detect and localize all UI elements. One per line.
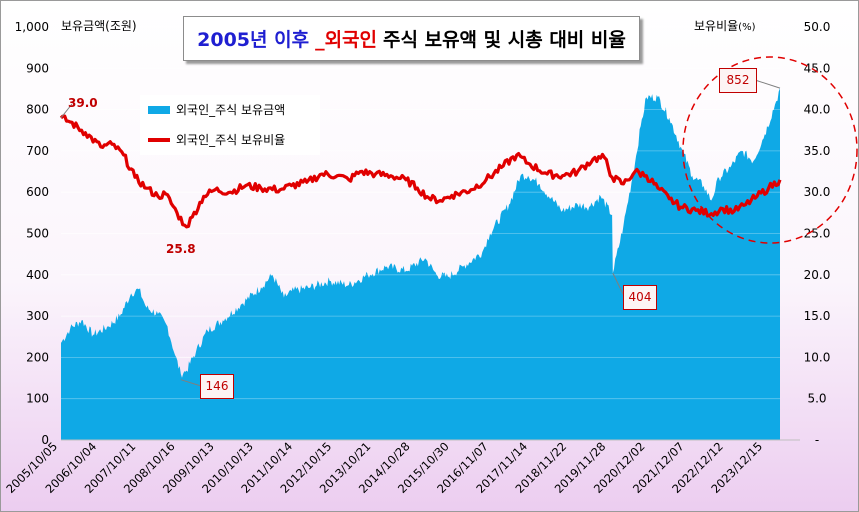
right-tick-label: 25.0: [804, 227, 831, 241]
left-tick-label: 1,000: [15, 20, 49, 34]
legend-label-ratio: 외국인_주식 보유비율: [176, 133, 286, 147]
chart-title: 2005년 이후 _외국인 주식 보유액 및 시총 대비 비율: [183, 16, 640, 61]
right-tick-label: 5.0: [807, 392, 826, 406]
right-axis-label: 보유비율(%): [694, 19, 756, 33]
left-tick-label: 200: [26, 350, 49, 364]
data-label-146: 146: [200, 374, 234, 399]
right-tick-label: 20.0: [804, 268, 831, 282]
left-tick-label: 900: [26, 61, 49, 75]
right-tick-label: 10.0: [804, 350, 831, 364]
right-axis-ticks: - 5.0 10.0 15.0 20.0 25.0 30.0 35.0 40.0 45.0 50.0: [804, 20, 831, 447]
right-tick-label: 30.0: [804, 185, 831, 199]
title-part-2: _외국인: [315, 29, 378, 51]
callout-leaders: [60, 79, 781, 387]
legend-swatch-amount: [148, 105, 170, 114]
right-tick-label: 15.0: [804, 309, 831, 323]
title-part-1: 2005년 이후: [197, 29, 310, 51]
leader-line: [754, 79, 781, 89]
legend-label-amount: 외국인_주식 보유금액: [176, 103, 286, 117]
holding-ratio-line: [59, 114, 782, 229]
left-axis-label: 보유금액(조원): [61, 19, 137, 33]
left-axis-ticks: 0 100 200 300 400 500 600 700 800 900 1,000: [15, 20, 49, 447]
leader-line: [60, 103, 73, 119]
left-tick-label: 0: [41, 433, 49, 447]
right-tick-label: -: [815, 433, 819, 447]
legend: 외국인_주식 보유금액 외국인_주식 보유비율: [140, 95, 320, 155]
right-tick-label: 40.0: [804, 103, 831, 117]
x-axis-ticks: 2005/10/052006/10/042007/10/112008/10/16…: [3, 439, 765, 496]
left-tick-label: 100: [26, 392, 49, 406]
data-label-852: 852: [719, 68, 757, 93]
left-tick-label: 400: [26, 268, 49, 282]
data-label-39: 39.0: [68, 96, 98, 110]
left-tick-label: 700: [26, 144, 49, 158]
legend-swatch-ratio: [148, 137, 170, 142]
data-label-404: 404: [623, 285, 657, 310]
left-tick-label: 800: [26, 103, 49, 117]
legend-item-ratio: 외국인_주식 보유비율: [148, 131, 285, 148]
left-tick-label: 300: [26, 309, 49, 323]
holding-amount-area: [61, 88, 780, 440]
data-label-25-8: 25.8: [166, 242, 196, 256]
title-part-3: 주식 보유액 및 시총 대비 비율: [383, 29, 626, 51]
left-tick-label: 600: [26, 185, 49, 199]
right-tick-label: 50.0: [804, 20, 831, 34]
highlight-circle: [682, 56, 858, 244]
leader-line: [180, 379, 202, 387]
leader-line: [612, 272, 625, 297]
right-tick-label: 45.0: [804, 61, 831, 75]
right-tick-label: 35.0: [804, 144, 831, 158]
legend-item-amount: 외국인_주식 보유금액: [148, 101, 285, 118]
left-tick-label: 500: [26, 227, 49, 241]
